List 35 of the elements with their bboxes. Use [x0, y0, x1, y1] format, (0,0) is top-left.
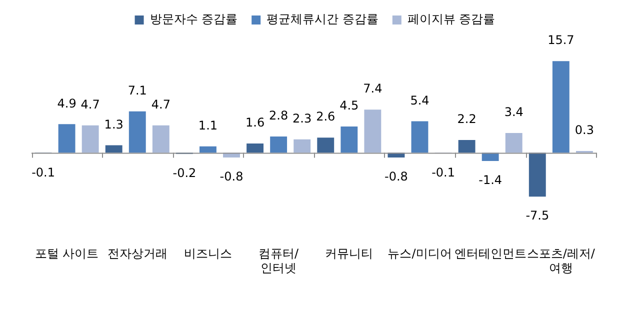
data-label: 3.4	[504, 105, 524, 120]
x-tick-label: 전자상거래	[107, 246, 168, 261]
data-label: 1.6	[245, 116, 265, 130]
x-tick-label: 스포츠/레저/여행	[526, 246, 596, 275]
legend-label: 페이지뷰 증감률	[407, 12, 496, 26]
data-label: -1.4	[478, 173, 502, 188]
x-tick-label: 커뮤니티	[325, 246, 374, 261]
data-label: -7.5	[526, 208, 550, 223]
legend-label: 방문자수 증감률	[150, 12, 238, 26]
data-label: 4.9	[57, 96, 76, 110]
legend-label: 평균체류시간 증감률	[266, 12, 378, 26]
data-label: 1.1	[198, 118, 218, 132]
x-tick-label: 엔터테인먼트	[454, 246, 526, 261]
data-label: 0.3	[574, 123, 594, 138]
data-label: -0.1	[32, 166, 55, 180]
data-label: 4.5	[340, 98, 359, 113]
data-label: 2.6	[316, 110, 336, 124]
data-label: -0.8	[384, 170, 408, 184]
data-label: 4.7	[80, 97, 100, 112]
data-label: 5.4	[410, 93, 430, 108]
x-tick-label: 뉴스/미디어	[388, 246, 452, 261]
x-tick-label: 포털 사이트	[34, 246, 99, 261]
x-tick-label: 컴퓨터/인터넷	[258, 246, 300, 275]
data-label: -0.2	[172, 166, 196, 180]
data-label: 4.7	[151, 97, 170, 112]
data-label: 2.3	[292, 111, 312, 126]
data-label: 2.2	[457, 112, 476, 126]
x-tick-label: 비즈니스	[184, 246, 232, 261]
data-label: -0.8	[220, 170, 244, 184]
data-label: 1.3	[104, 117, 124, 132]
data-label: -0.1	[432, 166, 455, 180]
data-label: 7.4	[363, 82, 382, 96]
data-label: 2.8	[269, 108, 288, 123]
data-label: 15.7	[548, 33, 574, 48]
data-label: 7.1	[128, 83, 147, 98]
